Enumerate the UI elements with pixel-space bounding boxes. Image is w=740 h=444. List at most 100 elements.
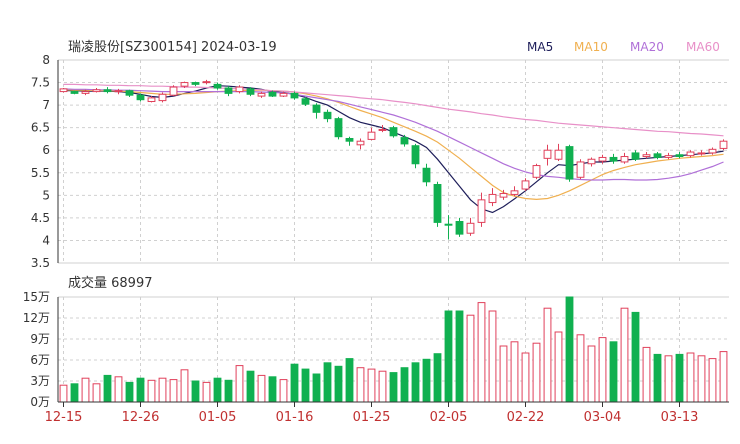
candle-body	[235, 86, 244, 93]
candle-body	[180, 82, 189, 87]
candle-body	[345, 137, 354, 142]
volume-bar	[169, 379, 178, 403]
candle-body	[334, 118, 343, 138]
candle-body	[257, 92, 266, 97]
volume-bar	[708, 358, 717, 403]
volume-label: 成交量 68997	[68, 275, 153, 291]
x-tick-label: 01-16	[276, 410, 314, 425]
volume-bar	[312, 373, 321, 403]
price-tick-label: 6.5	[31, 121, 50, 135]
volume-bar	[587, 345, 596, 403]
volume-bar	[719, 351, 728, 403]
candle-body	[367, 131, 376, 140]
candle-body	[59, 88, 68, 93]
volume-bar	[147, 379, 156, 403]
volume-bar	[389, 372, 398, 403]
candle-body	[609, 156, 618, 162]
candle-body	[136, 94, 145, 101]
volume-bar	[268, 376, 277, 403]
volume-bar	[444, 310, 453, 403]
candle-body	[378, 128, 387, 131]
volume-bar	[191, 380, 200, 403]
volume-bar	[477, 302, 486, 403]
candle-body	[103, 89, 112, 93]
candle-body	[147, 97, 156, 103]
x-tick-label: 02-05	[430, 410, 468, 425]
volume-bar	[279, 379, 288, 403]
candle-body	[191, 82, 200, 85]
legend-ma60: MA60	[686, 40, 720, 54]
candle-body	[488, 193, 497, 204]
candle-body	[301, 98, 310, 105]
price-tick-label: 3.5	[31, 256, 50, 270]
volume-bar	[433, 353, 442, 403]
volume-bar	[180, 369, 189, 403]
volume-bar	[664, 355, 673, 403]
legend-ma20: MA20	[630, 40, 664, 54]
candle-body	[158, 93, 167, 102]
volume-bar	[510, 341, 519, 403]
candle-body	[455, 220, 464, 235]
volume-bar	[125, 381, 134, 403]
volume-bar	[488, 310, 497, 403]
volume-bar	[59, 384, 68, 403]
candle-body	[323, 111, 332, 120]
volume-bar	[499, 345, 508, 403]
volume-bar	[422, 358, 431, 403]
candle-body	[576, 161, 585, 178]
volume-bar	[158, 377, 167, 403]
volume-bar	[642, 346, 651, 403]
candle-body	[389, 127, 398, 137]
candle-body	[279, 92, 288, 97]
candle-body	[708, 148, 717, 154]
volume-bar	[378, 370, 387, 403]
candle-body	[477, 199, 486, 223]
x-tick-label: 03-13	[661, 410, 699, 425]
volume-bar	[323, 362, 332, 403]
candle-body	[202, 81, 211, 84]
volume-bar	[411, 362, 420, 403]
volume-bar	[367, 368, 376, 403]
volume-bar	[334, 365, 343, 403]
volume-bar	[136, 377, 145, 403]
volume-bar	[400, 367, 409, 403]
candle-body	[554, 149, 563, 160]
x-tick-label: 12-15	[45, 410, 83, 425]
x-tick-label: 03-04	[584, 410, 622, 425]
volume-bar	[70, 383, 79, 403]
candle-body	[422, 167, 431, 183]
candle-body	[169, 86, 178, 96]
candle-body	[697, 152, 706, 155]
candle-body	[81, 91, 90, 94]
price-tick-label: 5.5	[31, 166, 50, 180]
x-tick-label: 01-05	[199, 410, 237, 425]
candle-body	[125, 90, 134, 96]
price-tick-label: 4	[42, 233, 50, 247]
volume-bar	[532, 342, 541, 403]
candle-body	[543, 149, 552, 159]
volume-tick-label: 15万	[23, 290, 50, 304]
candle-body	[653, 153, 662, 158]
volume-tick-label: 3万	[30, 374, 50, 388]
candle-body	[719, 140, 728, 149]
x-tick-label: 01-25	[353, 410, 391, 425]
candle-body	[587, 158, 596, 165]
legend-ma10: MA10	[574, 40, 608, 54]
candle-body	[642, 154, 651, 158]
volume-bar	[620, 307, 629, 403]
volume-bar	[202, 381, 211, 403]
price-tick-label: 7	[42, 98, 50, 112]
candle-body	[411, 145, 420, 165]
volume-bar	[554, 331, 563, 403]
volume-bar	[675, 353, 684, 403]
volume-bar	[81, 377, 90, 403]
volume-bar	[103, 374, 112, 403]
volume-tick-label: 9万	[30, 332, 50, 346]
volume-tick-label: 6万	[30, 353, 50, 367]
candle-body	[675, 154, 684, 158]
candle-body	[70, 91, 79, 94]
x-tick-label: 02-22	[507, 410, 545, 425]
candle-body	[499, 193, 508, 198]
candle-body	[532, 165, 541, 178]
candle-body	[356, 140, 365, 146]
